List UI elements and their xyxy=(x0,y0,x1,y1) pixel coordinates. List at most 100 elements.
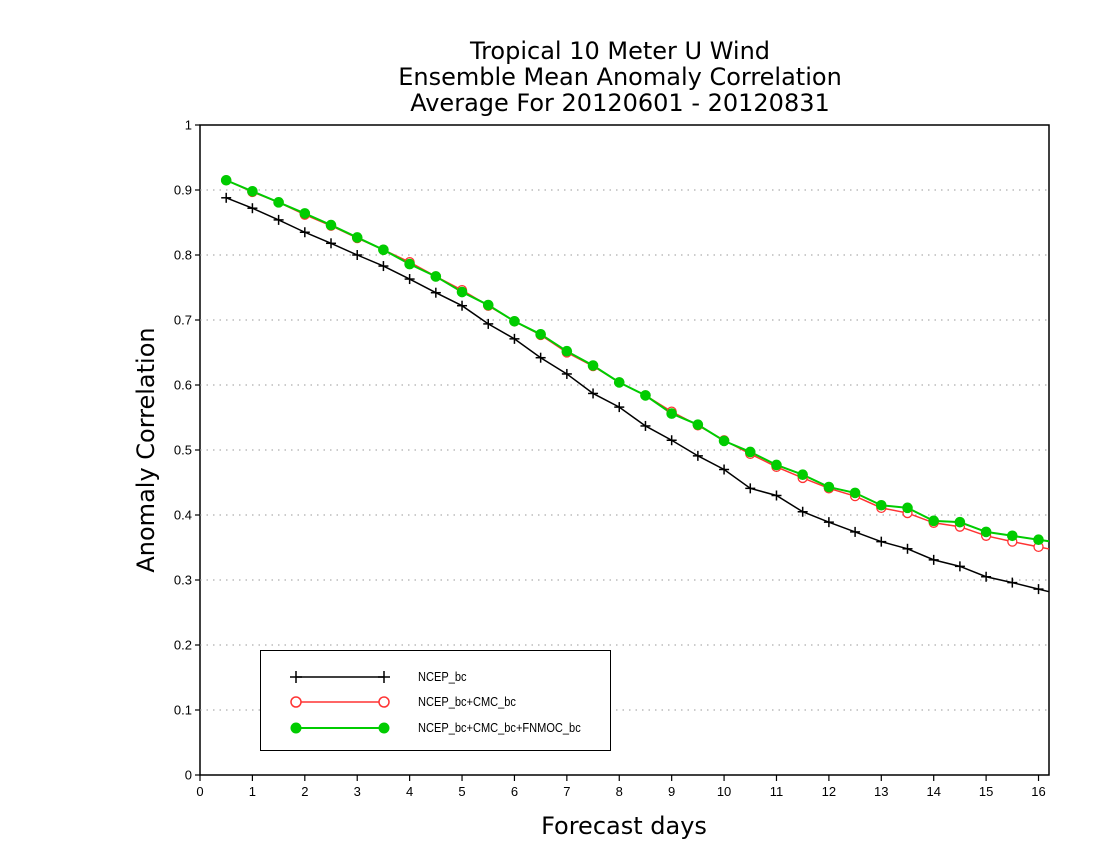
chart-title-line-3: Average For 20120601 - 20120831 xyxy=(410,89,830,117)
legend-swatch-ncep-cmc-fnmoc xyxy=(290,722,390,734)
y-axis-ticks: 0 0.1 0.2 0.3 0.4 0.5 0.6 0.7 0.8 0.9 1 xyxy=(174,118,200,783)
y-tick-label: 1 xyxy=(185,118,192,133)
y-tick-label: 0.6 xyxy=(174,378,192,393)
x-tick-label: 11 xyxy=(770,784,784,799)
x-tick-label: 16 xyxy=(1031,784,1045,799)
data-point-ncep-bc xyxy=(981,571,992,582)
data-point-ncep-bc xyxy=(273,214,284,225)
legend-item-ncep-cmc-fnmoc: NCEP_bc+CMC_bc+FNMOC_bc xyxy=(261,718,610,738)
data-point-ncep-bc xyxy=(326,238,337,249)
chart-title-line-1: Tropical 10 Meter U Wind xyxy=(469,37,771,65)
grid-lines xyxy=(200,189,1049,711)
x-tick-label: 5 xyxy=(458,784,465,799)
legend-swatch-ncep-cmc xyxy=(290,696,390,708)
y-tick-label: 0.9 xyxy=(174,183,192,198)
series-line-2 xyxy=(225,179,1050,550)
data-point-ncep-cmc-fnmoc xyxy=(692,419,704,430)
data-point-ncep-cmc-fnmoc xyxy=(718,435,730,447)
data-point-ncep-cmc-fnmoc xyxy=(640,390,651,401)
series-lines xyxy=(225,179,1050,593)
series-line-1 xyxy=(225,197,1050,593)
data-point-ncep-cmc-fnmoc xyxy=(404,258,415,270)
y-tick-label: 0.4 xyxy=(174,508,192,523)
data-point-ncep-bc xyxy=(299,227,310,238)
data-point-ncep-bc xyxy=(352,250,363,260)
x-tick-label: 6 xyxy=(511,784,518,799)
data-point-ncep-cmc-fnmoc xyxy=(1033,534,1044,546)
data-point-ncep-bc xyxy=(902,543,913,554)
data-point-ncep-cmc-fnmoc xyxy=(954,516,966,528)
data-point-ncep-cmc-fnmoc xyxy=(666,408,677,419)
data-point-ncep-cmc-fnmoc xyxy=(744,446,756,458)
data-point-ncep-cmc-fnmoc xyxy=(823,481,835,493)
data-point-ncep-bc xyxy=(588,388,599,399)
legend-item-ncep-cmc: NCEP_bc+CMC_bc xyxy=(261,692,610,712)
data-point-ncep-cmc-fnmoc xyxy=(849,487,861,499)
x-axis-ticks: 0 1 2 3 4 5 6 7 8 9 10 11 12 13 14 15 16 xyxy=(196,775,1046,799)
data-point-ncep-bc xyxy=(221,192,232,203)
data-point-ncep-cmc-fnmoc xyxy=(456,286,468,298)
data-point-ncep-cmc-fnmoc xyxy=(613,377,625,388)
y-tick-label: 0.1 xyxy=(174,703,192,718)
chart-title-line-2: Ensemble Mean Anomaly Correlation xyxy=(398,63,842,91)
data-point-ncep-bc xyxy=(614,402,625,413)
y-tick-label: 0 xyxy=(185,768,192,783)
data-point-ncep-cmc-fnmoc xyxy=(299,208,311,219)
y-tick-label: 0.2 xyxy=(174,638,192,653)
x-tick-label: 12 xyxy=(822,784,836,799)
series-markers xyxy=(220,174,1044,595)
data-point-ncep-bc xyxy=(483,318,494,329)
y-axis-title: Anomaly Correlation xyxy=(132,327,160,573)
data-point-ncep-cmc-fnmoc xyxy=(247,186,258,197)
data-point-ncep-cmc-fnmoc xyxy=(1007,530,1018,542)
x-tick-label: 7 xyxy=(563,784,570,799)
data-point-ncep-bc xyxy=(745,483,756,494)
legend-item-ncep-bc: NCEP_bc xyxy=(261,667,610,687)
data-point-ncep-cmc-fnmoc xyxy=(273,197,284,208)
data-point-ncep-bc xyxy=(823,517,834,528)
data-point-ncep-cmc-fnmoc xyxy=(220,174,232,186)
legend-label-ncep-cmc-fnmoc: NCEP_bc+CMC_bc+FNMOC_bc xyxy=(418,720,581,735)
x-tick-label: 0 xyxy=(196,784,203,799)
data-point-ncep-bc xyxy=(509,333,520,344)
data-point-ncep-cmc-fnmoc xyxy=(928,515,940,527)
data-point-ncep-bc xyxy=(719,464,730,475)
data-point-ncep-cmc-fnmoc xyxy=(771,459,782,471)
data-point-ncep-cmc-fnmoc xyxy=(902,502,913,514)
x-tick-label: 14 xyxy=(926,784,940,799)
x-tick-label: 10 xyxy=(717,784,731,799)
data-point-ncep-bc xyxy=(1033,584,1044,595)
data-point-ncep-cmc-fnmoc xyxy=(797,469,808,481)
x-tick-label: 15 xyxy=(979,784,993,799)
legend-label-ncep-bc: NCEP_bc xyxy=(418,669,467,684)
data-point-ncep-bc xyxy=(771,490,782,501)
data-point-ncep-cmc-fnmoc xyxy=(351,232,363,243)
data-point-ncep-cmc-fnmoc xyxy=(325,219,337,231)
data-point-ncep-bc xyxy=(430,287,441,298)
x-tick-label: 1 xyxy=(249,784,256,799)
data-point-ncep-bc xyxy=(692,450,703,461)
series-line-3 xyxy=(225,179,1050,543)
legend: NCEP_bc NCEP_bc+CMC_bc NCEP_bc+CMC_bc+FN… xyxy=(260,650,611,751)
data-point-ncep-cmc-fnmoc xyxy=(535,329,546,340)
y-tick-label: 0.3 xyxy=(174,573,192,588)
data-point-ncep-cmc-fnmoc xyxy=(430,271,442,282)
data-point-ncep-cmc-fnmoc xyxy=(378,244,389,256)
data-point-ncep-cmc-fnmoc xyxy=(509,316,520,327)
data-point-ncep-bc xyxy=(954,561,965,572)
data-point-ncep-bc xyxy=(876,536,887,547)
x-tick-label: 2 xyxy=(301,784,308,799)
x-axis-title: Forecast days xyxy=(541,812,707,840)
data-point-ncep-cmc-fnmoc xyxy=(587,360,599,371)
data-point-ncep-cmc-fnmoc xyxy=(482,299,494,311)
data-point-ncep-bc xyxy=(640,420,651,431)
data-point-ncep-bc xyxy=(457,300,468,311)
data-point-ncep-bc xyxy=(404,274,415,285)
data-point-ncep-bc xyxy=(797,506,808,517)
legend-label-ncep-cmc: NCEP_bc+CMC_bc xyxy=(418,694,516,709)
x-tick-label: 13 xyxy=(874,784,888,799)
data-point-ncep-bc xyxy=(666,435,677,446)
data-point-ncep-bc xyxy=(850,526,861,537)
y-tick-label: 0.7 xyxy=(174,313,192,328)
